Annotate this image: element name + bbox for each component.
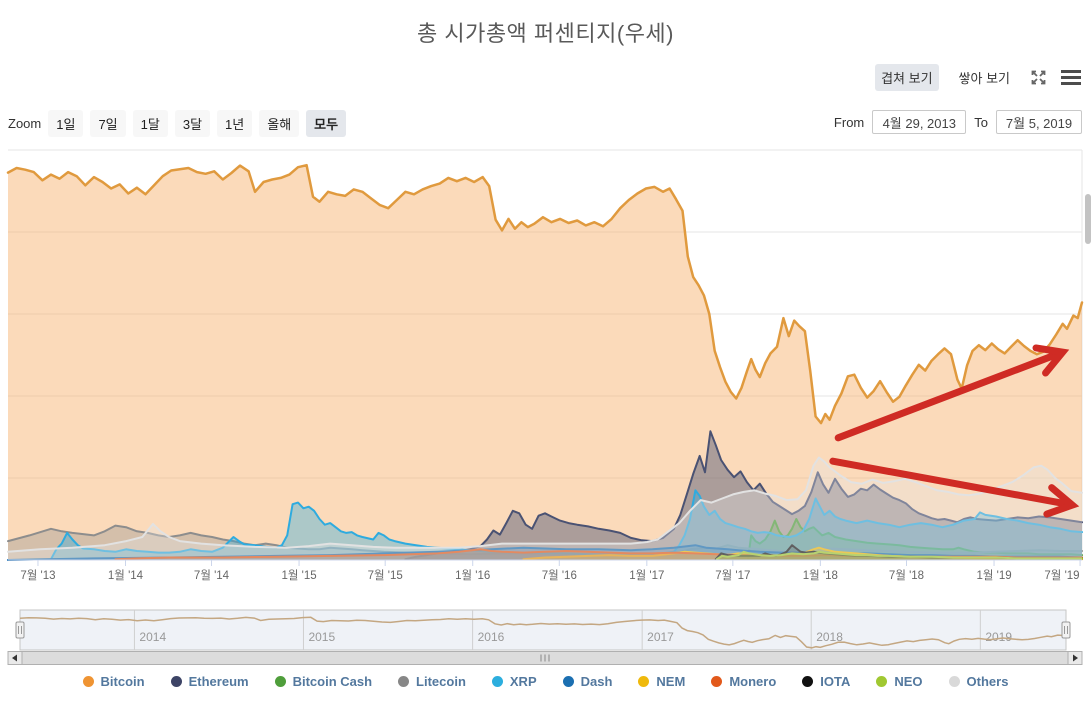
series-area-ethereum — [405, 431, 1082, 560]
navigator-mask[interactable] — [19, 609, 1067, 651]
legend-item-dash[interactable]: Dash — [562, 674, 613, 689]
series-line-ethereum — [404, 430, 1083, 561]
fullscreen-icon[interactable] — [1030, 69, 1047, 86]
navigator-year-label: 2018 — [816, 630, 843, 644]
legend-item-bitcoin-cash[interactable]: Bitcoin Cash — [274, 674, 373, 689]
from-input[interactable] — [872, 110, 967, 134]
series-area-monero — [115, 549, 1082, 560]
zoom-label: Zoom — [8, 116, 42, 131]
legend-label: IOTA — [820, 674, 851, 689]
to-input[interactable] — [996, 110, 1082, 134]
x-axis-label: 7월 '17 — [715, 569, 750, 582]
zoom-button-6[interactable]: 올해 — [259, 110, 300, 137]
ethereum-marker-icon — [170, 676, 182, 687]
legend-label: NEO — [894, 674, 923, 689]
nem-marker-icon — [638, 676, 650, 687]
to-label: To — [974, 114, 988, 130]
legend-item-ethereum[interactable]: Ethereum — [170, 674, 249, 689]
series-line-others — [7, 456, 1083, 553]
scrollbar-left-arrow-icon — [12, 654, 17, 662]
main-chart[interactable]: 7월 '13 1월 '14 7월 '14 1월 '15 7월 '15 1월 '16 7월 '… — [0, 138, 1091, 673]
x-axis-label: 1월 '16 — [455, 569, 490, 582]
menu-icon[interactable] — [1061, 70, 1081, 85]
series-area-others — [8, 457, 1082, 560]
series-line-xrp — [50, 489, 1083, 561]
legend-label: Ethereum — [188, 674, 249, 689]
legend-label: Bitcoin Cash — [292, 674, 373, 689]
series-area-iota — [715, 545, 1082, 560]
x-axis-label: 7월 '18 — [889, 569, 924, 582]
x-axis-label: 1월 '17 — [629, 569, 664, 582]
dash-marker-icon — [562, 676, 574, 687]
xrp-marker-icon — [491, 676, 503, 687]
legend-item-nem[interactable]: NEM — [638, 674, 685, 689]
navigator-year-label: 2015 — [308, 630, 335, 644]
legend-label: Others — [966, 674, 1009, 689]
x-axis-label: 7월 '16 — [542, 569, 577, 582]
legend-item-neo[interactable]: NEO — [876, 674, 923, 689]
bitcoin-cash-marker-icon — [274, 676, 286, 687]
legend-item-bitcoin[interactable]: Bitcoin — [82, 674, 145, 689]
arrow-down-trend — [829, 457, 1080, 518]
x-axis-label: 1월 '15 — [281, 569, 316, 582]
legend-label: Monero — [729, 674, 777, 689]
legend-item-iota[interactable]: IOTA — [802, 674, 850, 689]
stacked-view-button[interactable]: 쌓아 보기 — [958, 71, 1010, 86]
series-line-bitcoin — [6, 163, 1084, 425]
x-axis-label: 7월 '19 — [1044, 569, 1079, 582]
series-area-bitcoin — [8, 165, 1082, 560]
range-selector: Zoom 1일 7일 1달 3달 1년 올해 모두 — [8, 110, 347, 137]
legend-label: NEM — [656, 674, 686, 689]
legend-label: Bitcoin — [100, 674, 145, 689]
zoom-button-1[interactable]: 1일 — [48, 110, 84, 137]
monero-marker-icon — [711, 676, 723, 687]
series-area-bitcoin-cash — [748, 519, 1082, 560]
legend: Bitcoin Ethereum Bitcoin Cash Litecoin XRP Da… — [0, 674, 1091, 689]
bitcoin-marker-icon — [82, 676, 94, 687]
x-axis-label: 1월 '14 — [108, 569, 144, 582]
page-scrollbar-thumb[interactable] — [1085, 194, 1091, 244]
arrow-up-trend — [834, 344, 1070, 442]
from-label: From — [833, 114, 865, 130]
legend-label: XRP — [509, 674, 537, 689]
zoom-buttons: 1일 7일 1달 3달 1년 올해 모두 — [48, 110, 347, 137]
neo-marker-icon — [876, 676, 888, 687]
legend-item-litecoin[interactable]: Litecoin — [398, 674, 466, 689]
series-line-bitcoin-cash — [747, 518, 1083, 561]
x-axis-label: 1월 '18 — [803, 569, 838, 582]
iota-marker-icon — [802, 676, 814, 687]
navigator-handle-left[interactable] — [15, 621, 25, 639]
overlay-view-button[interactable]: 겹쳐 보기 — [875, 64, 939, 91]
legend-item-xrp[interactable]: XRP — [491, 674, 537, 689]
x-axis-label: 1월 '19 — [976, 569, 1011, 582]
date-range: From To — [834, 110, 1082, 134]
navigator-series-line — [19, 616, 1067, 649]
others-marker-icon — [948, 676, 960, 687]
x-axis-label: 7월 '14 — [194, 569, 230, 582]
view-toggle: 겹쳐 보기 쌓아 보기 — [875, 64, 1081, 91]
navigator-year-label: 2019 — [985, 630, 1012, 644]
legend-label: Dash — [580, 674, 613, 689]
navigator-year-label: 2014 — [139, 630, 166, 644]
zoom-button-4[interactable]: 3달 — [174, 110, 211, 137]
legend-label: Litecoin — [416, 674, 466, 689]
legend-item-monero[interactable]: Monero — [711, 674, 776, 689]
legend-item-others[interactable]: Others — [948, 674, 1009, 689]
scrollbar-right-arrow-icon — [1073, 654, 1078, 662]
zoom-button-5[interactable]: 1년 — [217, 110, 253, 137]
x-axis-label: 7월 '15 — [368, 569, 403, 582]
x-axis-label: 7월 '13 — [20, 569, 55, 582]
litecoin-marker-icon — [398, 676, 410, 687]
navigator-handle-right[interactable] — [1061, 621, 1071, 639]
zoom-button-2[interactable]: 7일 — [90, 110, 126, 137]
navigator-year-label: 2016 — [478, 630, 505, 644]
series-line-neo — [715, 550, 1083, 561]
zoom-button-7[interactable]: 모두 — [306, 110, 347, 137]
zoom-button-3[interactable]: 1달 — [132, 110, 168, 137]
page-title: 총 시가총액 퍼센티지(우세) — [416, 21, 675, 46]
navigator-year-label: 2017 — [647, 630, 674, 644]
